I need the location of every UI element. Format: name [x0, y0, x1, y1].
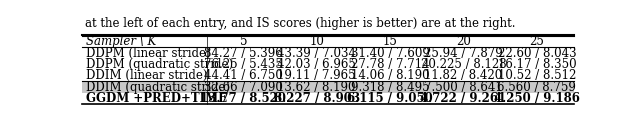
Text: 14.06 / 8.190: 14.06 / 8.190: [351, 69, 429, 82]
Text: 13.62 / 8.190: 13.62 / 8.190: [278, 81, 356, 94]
Text: 20.225 / 8.128: 20.225 / 8.128: [420, 58, 506, 71]
Text: 25: 25: [529, 35, 544, 48]
Text: 11.82 / 8.420: 11.82 / 8.420: [424, 69, 502, 82]
Text: 20: 20: [456, 35, 471, 48]
Text: at the left of each entry, and IS scores (higher is better) are at the right.: at the left of each entry, and IS scores…: [85, 17, 515, 30]
Text: 4.722 / 9.261: 4.722 / 9.261: [420, 92, 506, 105]
Text: DDIM (linear stride): DDIM (linear stride): [86, 69, 208, 82]
Text: 43.39 / 7.034: 43.39 / 7.034: [277, 46, 356, 59]
Text: 32.66 / 7.090: 32.66 / 7.090: [204, 81, 283, 94]
Text: DDPM (linear stride): DDPM (linear stride): [86, 46, 211, 59]
Text: 9.318 / 8.495: 9.318 / 8.495: [351, 81, 429, 94]
Text: 25.94 / 7.879: 25.94 / 7.879: [424, 46, 503, 59]
Text: 27.78 / 7.714: 27.78 / 7.714: [351, 58, 429, 71]
Text: 4.250 / 9.186: 4.250 / 9.186: [494, 92, 580, 105]
Text: 7.500 / 8.641: 7.500 / 8.641: [424, 81, 503, 94]
Text: DDPM (quadratic stride): DDPM (quadratic stride): [86, 58, 234, 71]
Text: 6.115 / 9.050: 6.115 / 9.050: [348, 92, 433, 105]
Text: Sampler \ K: Sampler \ K: [86, 35, 157, 48]
Text: 8.227 / 8.903: 8.227 / 8.903: [274, 92, 360, 105]
Text: 19.11 / 7.965: 19.11 / 7.965: [277, 69, 356, 82]
Text: 10: 10: [309, 35, 324, 48]
Text: DDIM (quadratic stride): DDIM (quadratic stride): [86, 81, 230, 94]
Text: 10.52 / 8.512: 10.52 / 8.512: [498, 69, 576, 82]
Text: 42.03 / 6.965: 42.03 / 6.965: [277, 58, 356, 71]
Text: 5: 5: [239, 35, 247, 48]
Text: 31.40 / 7.609: 31.40 / 7.609: [351, 46, 429, 59]
Text: GGDM +PRED+TIME: GGDM +PRED+TIME: [86, 92, 228, 105]
Text: 15: 15: [383, 35, 397, 48]
Text: 76.25 / 5.435: 76.25 / 5.435: [204, 58, 283, 71]
Text: 84.27 / 5.396: 84.27 / 5.396: [204, 46, 283, 59]
Text: 13.77 / 8.520: 13.77 / 8.520: [200, 92, 286, 105]
Text: 44.41 / 6.750: 44.41 / 6.750: [204, 69, 283, 82]
Text: 22.60 / 8.043: 22.60 / 8.043: [497, 46, 576, 59]
Text: 6.560 / 8.759: 6.560 / 8.759: [497, 81, 576, 94]
Text: 16.17 / 8.350: 16.17 / 8.350: [497, 58, 576, 71]
